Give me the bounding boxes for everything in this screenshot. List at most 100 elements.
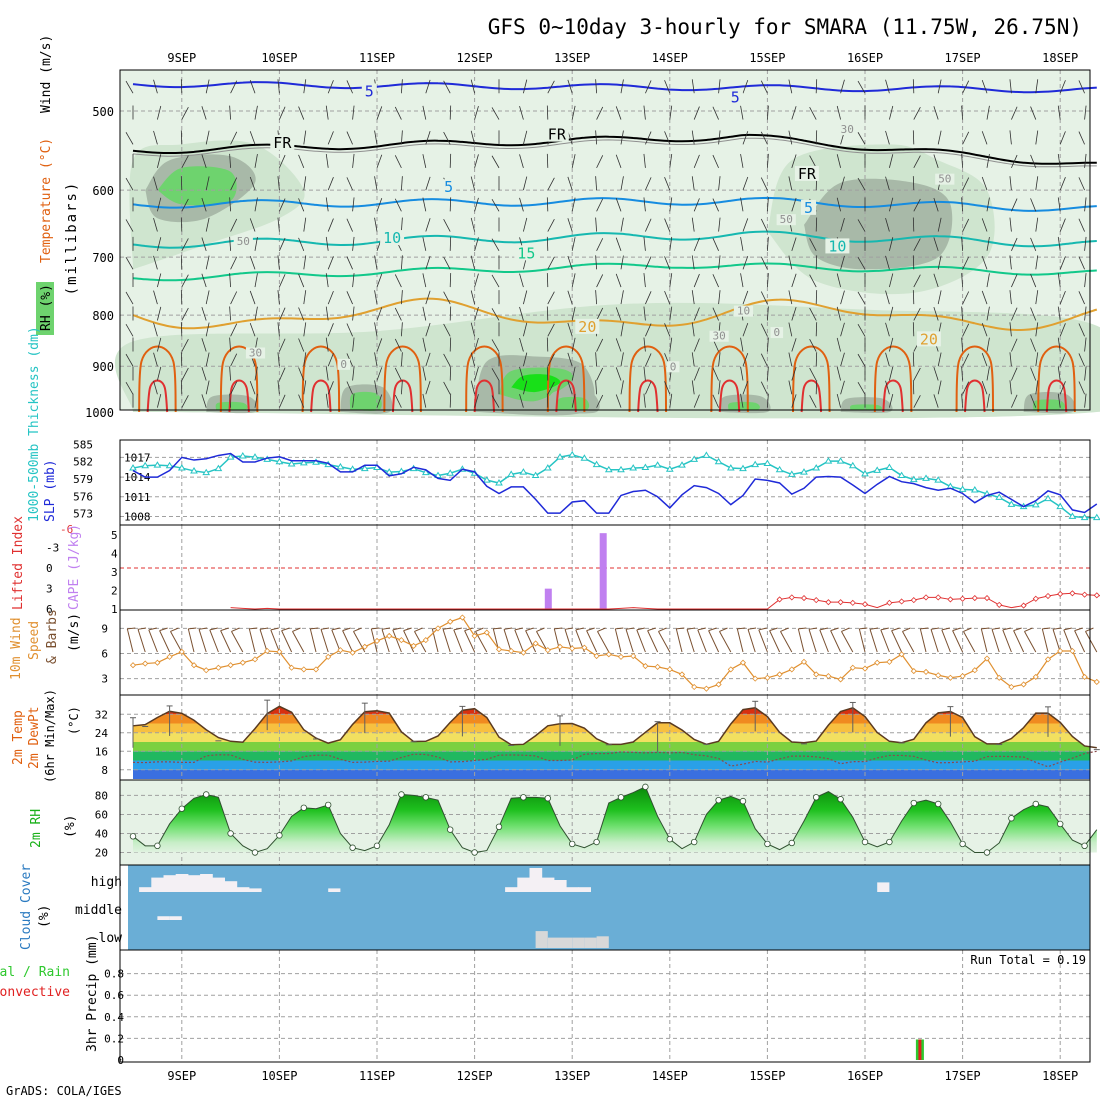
rh-point xyxy=(154,842,161,850)
wind-barb-flag xyxy=(575,627,584,631)
wind-barb xyxy=(523,79,528,94)
wind-barb xyxy=(523,130,528,145)
temperature-contour xyxy=(964,379,986,413)
wind-barb xyxy=(962,218,970,232)
wind-barb xyxy=(913,307,921,321)
cloud-high-bar xyxy=(151,877,164,892)
wind-barb xyxy=(718,176,721,191)
wind-barb xyxy=(788,130,793,145)
wind-barb xyxy=(125,132,134,145)
lifted-line xyxy=(230,592,1100,610)
wind-barb xyxy=(254,306,258,321)
thickness-point xyxy=(665,465,674,472)
wind-barb xyxy=(1035,290,1039,305)
thickness-tick-label: 582 xyxy=(73,456,93,469)
contour-label: 5 xyxy=(731,89,740,107)
wind-barb xyxy=(740,337,744,352)
wind-barb xyxy=(962,256,970,270)
wind-barb xyxy=(664,218,671,232)
pressure-axis-label: (millibars) xyxy=(64,181,80,296)
wind-barb xyxy=(401,322,403,337)
slp-thickness-panel: 573 576 579 582 585 1008 1011 1014 1017 1000-500m… xyxy=(27,326,1100,525)
contour-label-bg xyxy=(514,245,539,261)
wind-barb xyxy=(596,367,604,381)
wind-barb xyxy=(740,393,744,408)
wind-barb xyxy=(309,628,317,653)
wind-barb xyxy=(229,236,231,251)
wind-barb xyxy=(567,322,573,337)
wind-barb xyxy=(889,306,894,321)
wind-speed-point xyxy=(605,651,612,658)
wind-barb xyxy=(809,307,817,321)
wind-barb xyxy=(1009,380,1012,395)
wind-speed-point xyxy=(203,667,210,674)
wind-speed-point xyxy=(398,637,405,644)
wind-speed-point xyxy=(983,655,991,662)
wind-barb xyxy=(596,274,604,288)
thickness-point xyxy=(1092,513,1100,521)
wind-barb xyxy=(691,352,695,367)
thickness-point xyxy=(312,458,320,465)
wind-barb xyxy=(254,236,258,251)
wind-barb xyxy=(374,217,378,232)
wind-barb xyxy=(474,237,479,251)
wind-barb xyxy=(346,256,353,270)
wind-barb xyxy=(181,274,189,288)
wind-barb xyxy=(636,629,646,653)
wind-barb-flag xyxy=(292,627,301,632)
wind-barb xyxy=(547,381,555,395)
wind-barb xyxy=(370,628,378,653)
wind-speed-point xyxy=(715,681,722,688)
wind-barb-flag xyxy=(475,627,484,632)
wind-barb xyxy=(491,107,500,120)
wind-barb xyxy=(836,393,841,408)
wind-barb xyxy=(201,273,207,288)
wind-barb-flag xyxy=(647,627,656,632)
wind-barb xyxy=(470,217,475,232)
wind-barb xyxy=(254,154,258,168)
wind-barb xyxy=(760,131,768,145)
wind-speed-point xyxy=(325,653,332,660)
wind-barb xyxy=(885,380,890,395)
cloud-level-low: low xyxy=(99,931,123,946)
wind-barb xyxy=(474,366,479,381)
wind-barb xyxy=(718,79,721,94)
wind-barb xyxy=(719,631,732,653)
wind-barb xyxy=(1030,367,1037,381)
temperature-contour xyxy=(146,379,169,413)
rh-shade-patch xyxy=(728,401,761,411)
cloud-unit-label: (%) xyxy=(37,905,52,928)
wind-barb xyxy=(1024,631,1037,653)
thickness-point xyxy=(482,476,491,483)
wind-barb xyxy=(491,308,500,321)
wind-barb xyxy=(401,176,403,191)
wind-barb xyxy=(567,255,573,270)
date-tick-top: 16SEP xyxy=(847,51,883,65)
wind-speed-point xyxy=(520,649,527,656)
wind-barb xyxy=(913,107,921,120)
wind-barb xyxy=(742,380,749,395)
lifted-point xyxy=(947,596,954,603)
wind-barb xyxy=(693,307,700,321)
wind-barb xyxy=(201,394,207,408)
wind-barb xyxy=(615,338,622,352)
wind-barb xyxy=(961,153,963,168)
thickness-point xyxy=(251,453,259,460)
wind-barb xyxy=(303,255,307,270)
wind-barb-flag xyxy=(564,627,574,630)
cloud-low-bar xyxy=(584,937,597,948)
wind-barb xyxy=(547,177,555,191)
rh-point xyxy=(617,794,625,801)
wind-barb xyxy=(760,323,768,337)
wind-barb xyxy=(718,130,721,145)
wind-barb xyxy=(503,629,512,653)
thickness-point xyxy=(873,466,882,473)
cape-tick-label: 4 xyxy=(111,548,118,561)
rh-point xyxy=(373,842,381,850)
wind-barb xyxy=(747,629,756,653)
rh-point xyxy=(495,823,503,831)
wind-barb xyxy=(277,79,280,94)
cloud-high-bar xyxy=(139,887,152,892)
wind-barb xyxy=(201,237,207,251)
contour-label-bg xyxy=(776,214,796,226)
